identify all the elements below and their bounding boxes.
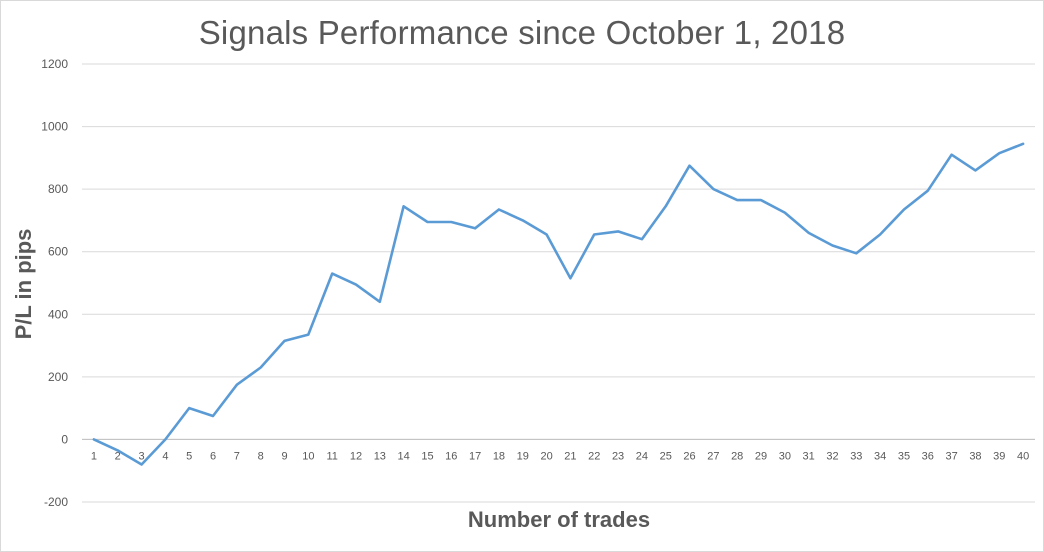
x-tick-label: 6 (210, 450, 216, 462)
x-tick-label: 23 (612, 450, 624, 462)
x-tick-label: 28 (731, 450, 743, 462)
x-tick-label: 3 (139, 450, 145, 462)
x-tick-label: 14 (398, 450, 410, 462)
x-tick-label: 11 (326, 450, 337, 462)
series-line-0 (92, 142, 1025, 466)
y-tick-label: 200 (48, 370, 68, 384)
x-tick-label: 20 (540, 450, 552, 462)
series-layer (92, 142, 1025, 466)
x-tick-label: 26 (683, 450, 695, 462)
x-tick-label: 13 (374, 450, 386, 462)
x-tick-label: 39 (993, 450, 1005, 462)
x-tick-label: 18 (493, 450, 505, 462)
x-tick-label: 40 (1017, 450, 1029, 462)
x-tick-label: 16 (445, 450, 457, 462)
x-tick-label: 19 (517, 450, 529, 462)
x-tick-label: 31 (803, 450, 815, 462)
x-tick-label: 2 (115, 450, 121, 462)
x-tick-label: 9 (281, 450, 287, 462)
y-tick-labels: -200 0 200 400 600 800 1000 1200 (41, 57, 68, 509)
y-tick-label: 600 (48, 245, 68, 259)
y-tick-label: 1000 (41, 120, 68, 134)
x-tick-label: 15 (421, 450, 433, 462)
x-tick-labels: 1 2 3 4 5 6 7 8 9 10 11 12 13 14 15 16 17 18 19 20 21 22 23 24 2… (91, 450, 1029, 462)
x-tick-label: 1 (91, 450, 97, 462)
x-tick-label: 32 (826, 450, 838, 462)
x-tick-label: 17 (469, 450, 481, 462)
x-tick-label: 27 (707, 450, 719, 462)
x-tick-label: 34 (874, 450, 886, 462)
chart-title: Signals Performance since October 1, 201… (198, 14, 846, 51)
y-tick-label: 800 (48, 182, 68, 196)
x-tick-label: 30 (779, 450, 791, 462)
x-tick-label: 24 (636, 450, 648, 462)
x-tick-label: 12 (350, 450, 362, 462)
x-tick-label: 37 (945, 450, 957, 462)
y-axis-title: P/L in pips (11, 228, 36, 340)
x-tick-label: 22 (588, 450, 600, 462)
y-tick-label: 400 (48, 307, 68, 321)
x-tick-label: 5 (186, 450, 192, 462)
gridlines (82, 63, 1035, 503)
x-tick-label: 29 (755, 450, 767, 462)
y-tick-label: 0 (61, 432, 68, 446)
y-tick-label: -200 (44, 495, 68, 509)
x-tick-label: 33 (850, 450, 862, 462)
x-tick-label: 4 (162, 450, 168, 462)
x-tick-label: 25 (660, 450, 672, 462)
x-tick-label: 35 (898, 450, 910, 462)
x-tick-label: 38 (969, 450, 981, 462)
x-tick-label: 36 (922, 450, 934, 462)
y-tick-label: 1200 (41, 57, 68, 71)
x-axis-title: Number of trades (467, 507, 651, 532)
x-tick-label: 8 (258, 450, 264, 462)
x-tick-label: 10 (302, 450, 314, 462)
x-tick-label: 7 (234, 450, 240, 462)
x-tick-label: 21 (564, 450, 576, 462)
